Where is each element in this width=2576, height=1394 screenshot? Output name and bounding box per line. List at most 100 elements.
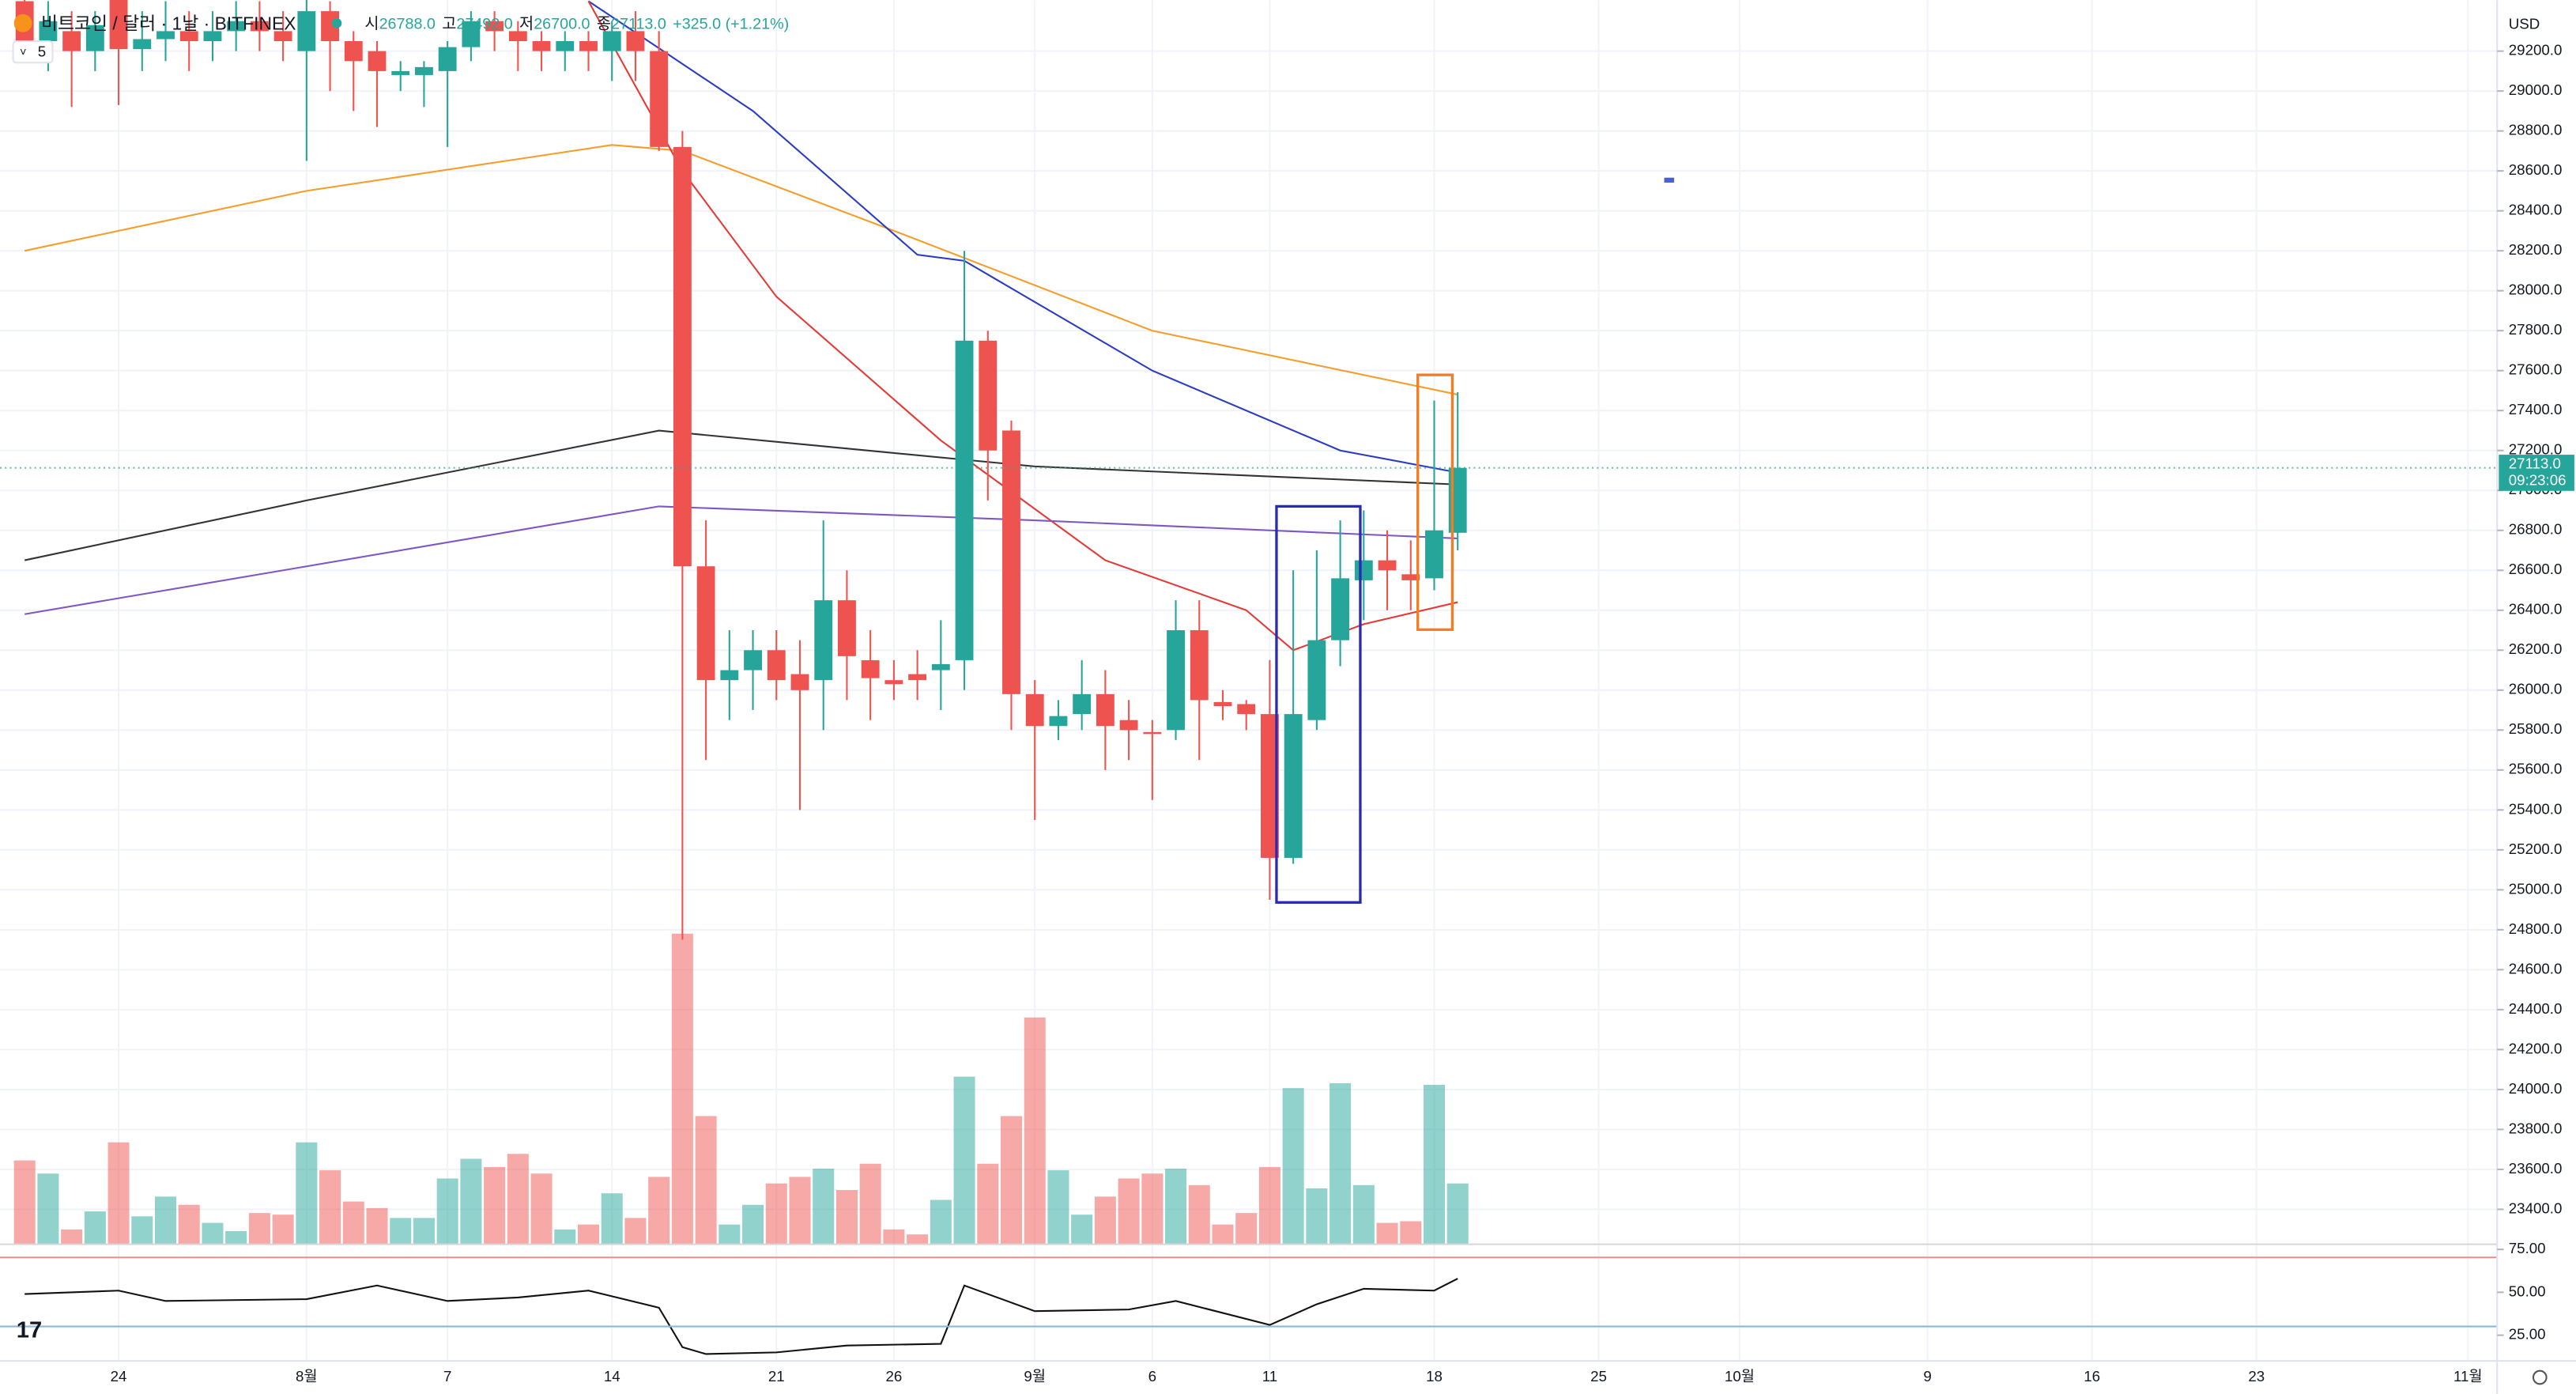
drawing-box[interactable] xyxy=(1275,504,1362,904)
settings-icon[interactable] xyxy=(2532,1369,2548,1385)
volume-bar xyxy=(789,1177,811,1245)
last-price-tag xyxy=(2499,455,2574,491)
volume-bar xyxy=(1400,1221,1422,1245)
candle-body xyxy=(62,31,81,51)
volume-bar xyxy=(624,1218,647,1245)
last-price-label: 27113.0 xyxy=(2509,455,2561,471)
candle-body xyxy=(485,21,504,32)
volume-bar xyxy=(1446,1183,1469,1245)
x-tick-label: 9월 xyxy=(1024,1368,1046,1385)
volume-bar xyxy=(178,1204,200,1245)
volume-bar xyxy=(1376,1222,1398,1245)
volume-bar xyxy=(390,1218,412,1245)
x-tick-label: 8월 xyxy=(296,1368,318,1385)
ohlc-key: 고 xyxy=(442,16,456,33)
volume-bar xyxy=(1329,1082,1352,1245)
candle-body xyxy=(1378,560,1397,571)
y-tick-label: 24800.0 xyxy=(2509,920,2563,937)
chevron: ˅ xyxy=(20,47,27,59)
volume-bar xyxy=(61,1229,83,1245)
volume-bar xyxy=(859,1163,881,1245)
volume-bar xyxy=(37,1173,59,1245)
tv-logo: 17 xyxy=(17,1317,42,1343)
volume-bar xyxy=(1258,1166,1280,1245)
drawing-box[interactable] xyxy=(1416,373,1454,631)
candle-body xyxy=(650,51,669,147)
volume-bar xyxy=(1141,1173,1164,1245)
volume-bar xyxy=(883,1229,905,1245)
drawing-mark[interactable] xyxy=(1664,177,1674,183)
y-tick-label: 23800.0 xyxy=(2509,1120,2563,1136)
grid xyxy=(0,0,2498,1362)
volume-bar xyxy=(554,1229,576,1245)
y-tick-label: 28000.0 xyxy=(2509,281,2563,298)
candle-body xyxy=(321,11,339,42)
candle-body xyxy=(438,47,457,71)
candle-body xyxy=(344,41,363,62)
candle-body xyxy=(1002,430,1020,694)
y-tick-label: 25800.0 xyxy=(2509,720,2563,737)
y-tick-label: 27200.0 xyxy=(2509,441,2563,458)
volume-bar xyxy=(1024,1017,1046,1245)
volume-bar xyxy=(436,1178,458,1245)
indicator-toggle[interactable] xyxy=(12,40,54,64)
y-tick-label: 26000.0 xyxy=(2509,681,2563,697)
x-tick-label: 25 xyxy=(1590,1368,1607,1385)
candle-body xyxy=(1425,530,1443,579)
coin-logo xyxy=(13,13,32,32)
currency-label[interactable]: USD xyxy=(2509,15,2540,32)
ohlc-value: 27113.0 xyxy=(611,16,666,33)
change: +325.0 (+1.21%) xyxy=(673,16,789,33)
x-tick-label: 26 xyxy=(885,1368,902,1385)
y-tick-label: 26200.0 xyxy=(2509,640,2563,657)
volume-bar xyxy=(1235,1213,1258,1245)
volume-bar xyxy=(1188,1184,1210,1245)
candle-body xyxy=(556,41,575,51)
x-tick-label: 14 xyxy=(604,1368,620,1385)
candle-body xyxy=(1049,716,1068,727)
y-tick-label: 28800.0 xyxy=(2509,122,2563,138)
volume-bar xyxy=(695,1116,717,1245)
candle-body xyxy=(720,670,739,681)
candle-body xyxy=(1284,714,1303,858)
volume-bar xyxy=(1094,1196,1116,1245)
indicator-count[interactable]: 5 xyxy=(38,43,46,60)
volume-bar xyxy=(953,1076,975,1245)
candle-body xyxy=(744,650,762,671)
candle-body xyxy=(157,31,175,40)
volume-bar xyxy=(225,1230,247,1245)
symbol-title[interactable]: 비트코인 / 달러 · 1날 · BITFINEX xyxy=(41,13,296,33)
volume-bar xyxy=(202,1222,224,1245)
volume-bar xyxy=(248,1213,270,1245)
y-tick-label: 27800.0 xyxy=(2509,321,2563,338)
x-tick-label: 9 xyxy=(1923,1368,1931,1385)
candle-body xyxy=(626,31,645,51)
volume-bar xyxy=(13,1160,36,1245)
candle-body xyxy=(508,31,527,42)
x-tick-label: 24 xyxy=(111,1368,127,1385)
candle-body xyxy=(273,31,292,42)
volume-bar xyxy=(1047,1170,1069,1245)
volume-bar xyxy=(366,1207,388,1245)
candle-body xyxy=(1354,560,1373,580)
ohlc-value: 26700.0 xyxy=(534,16,590,33)
candle-body xyxy=(861,659,880,678)
rsi-line xyxy=(25,1278,1458,1355)
volume-bar xyxy=(272,1215,294,1245)
candle-body xyxy=(85,25,104,51)
candle-body xyxy=(979,340,998,451)
volume-bar xyxy=(577,1224,600,1245)
volume-bar xyxy=(1212,1224,1234,1245)
plot xyxy=(13,0,1469,1355)
candle-body xyxy=(767,650,786,681)
candle-body xyxy=(368,51,387,71)
x-tick-label: 16 xyxy=(2084,1368,2100,1385)
y-tick-label: 26400.0 xyxy=(2509,601,2563,618)
candle-body xyxy=(1025,693,1044,727)
candle-body xyxy=(1331,578,1350,640)
candle-body xyxy=(227,21,246,32)
candle-body xyxy=(179,31,198,42)
volume-bar xyxy=(671,933,693,1245)
y-tick-label: 28400.0 xyxy=(2509,202,2563,218)
